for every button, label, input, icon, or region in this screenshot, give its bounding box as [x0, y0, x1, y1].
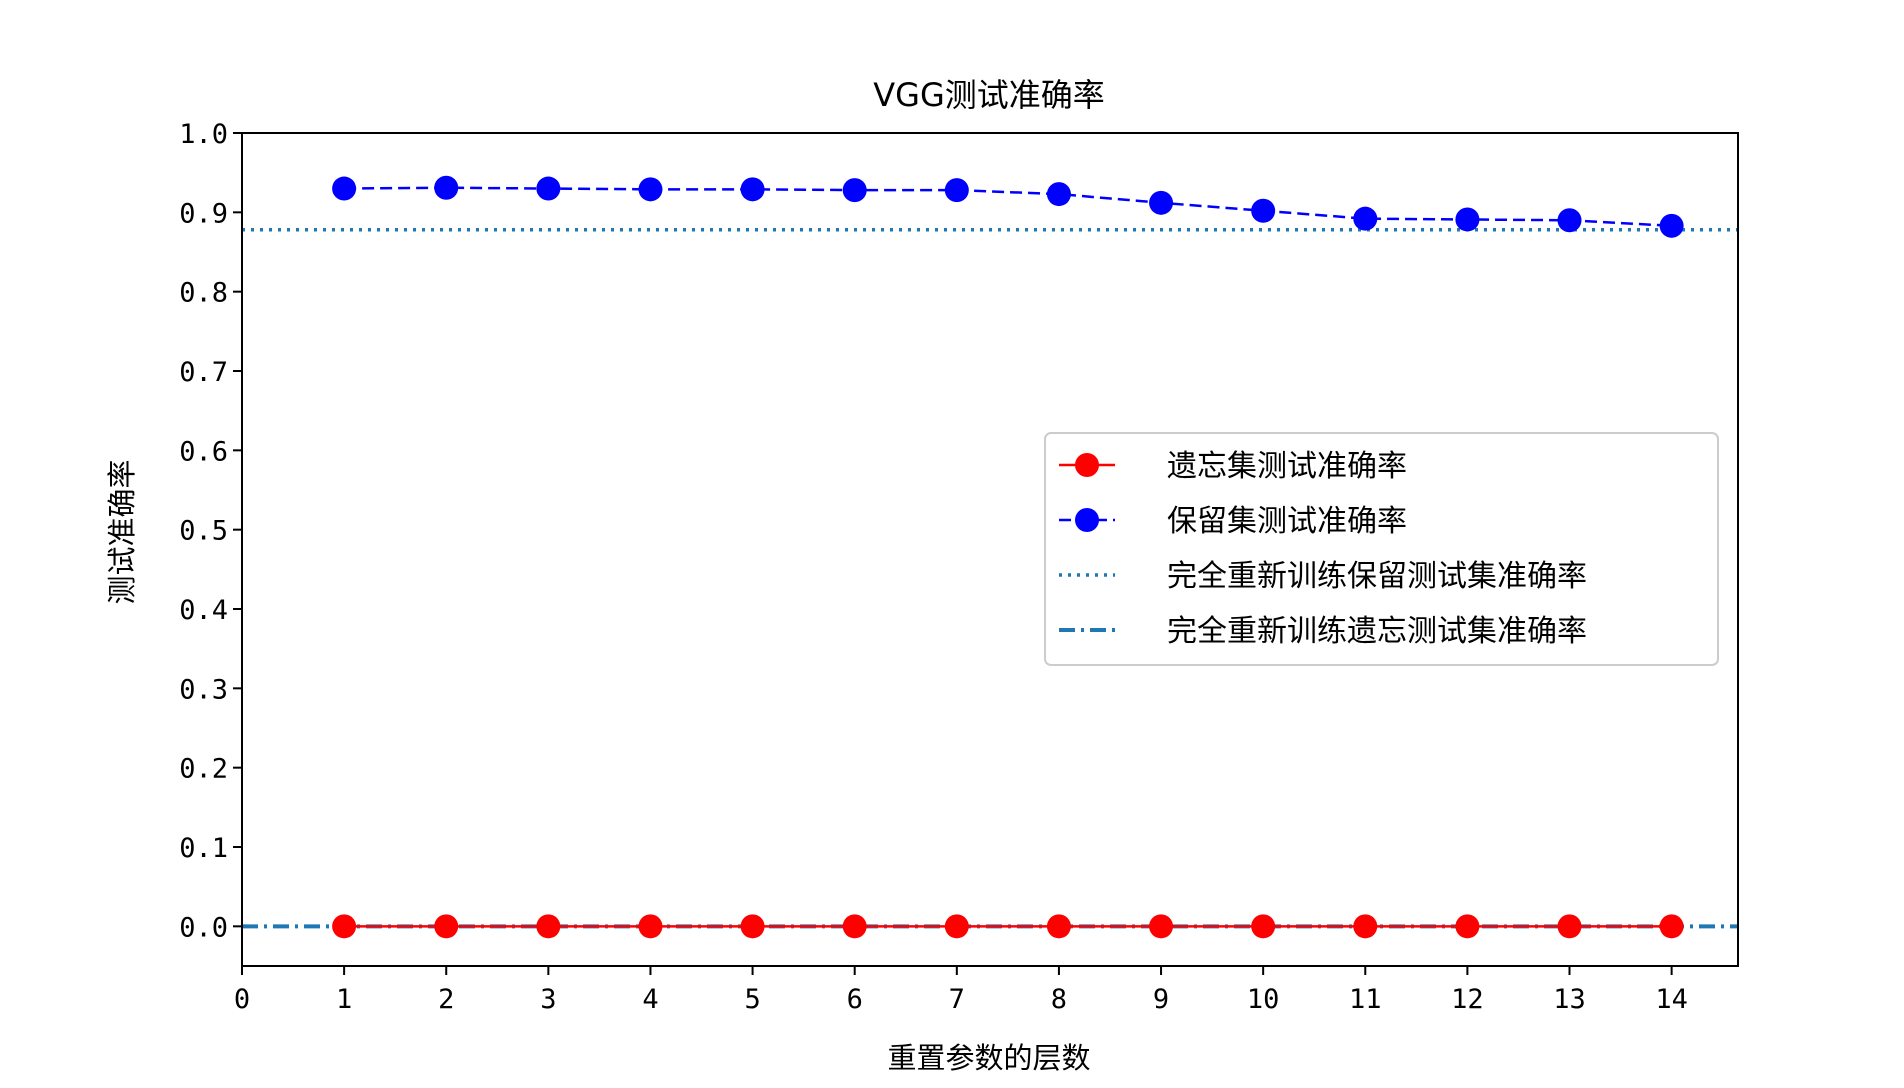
series-1-point	[740, 914, 765, 939]
series-1-point	[1455, 914, 1480, 939]
x-tick-label: 4	[642, 984, 658, 1015]
series-1-point	[1353, 914, 1378, 939]
series-2-point	[434, 175, 459, 200]
y-tick-label: 0.4	[179, 595, 228, 626]
series-2-point	[536, 176, 561, 201]
x-axis-label: 重置参数的层数	[887, 1041, 1090, 1075]
legend-label-2: 保留集测试准确率	[1167, 504, 1407, 539]
chart-title: VGG测试准确率	[873, 76, 1105, 114]
y-tick-label: 0.6	[179, 436, 228, 467]
x-tick-label: 12	[1451, 984, 1484, 1015]
x-tick-label: 13	[1553, 984, 1586, 1015]
series-1-point	[332, 914, 357, 939]
y-tick-label: 1.0	[179, 119, 228, 150]
series-1-point	[1251, 914, 1276, 939]
series-2-point	[1353, 206, 1378, 231]
legend-marker-2	[1075, 508, 1099, 532]
y-tick-label: 0.5	[179, 516, 228, 547]
series-2-point	[1659, 213, 1684, 238]
x-tick-label: 2	[438, 984, 454, 1015]
x-tick-label: 11	[1349, 984, 1382, 1015]
legend-label-4: 完全重新训练遗忘测试集准确率	[1167, 614, 1587, 649]
y-axis-label: 测试准确率	[105, 459, 139, 604]
series-1-point	[1557, 914, 1582, 939]
x-tick-label: 6	[847, 984, 863, 1015]
x-tick-label: 3	[540, 984, 556, 1015]
x-tick-label: 10	[1247, 984, 1280, 1015]
y-tick-label: 0.1	[179, 833, 228, 864]
series-1-point	[1046, 914, 1071, 939]
legend-box	[1044, 432, 1719, 666]
series-2-point	[842, 178, 867, 203]
x-tick-label: 7	[949, 984, 965, 1015]
series-1-point	[842, 914, 867, 939]
series-1-point	[638, 914, 663, 939]
x-tick-label: 9	[1153, 984, 1169, 1015]
x-tick-label: 5	[744, 984, 760, 1015]
y-tick-label: 0.7	[179, 357, 228, 388]
plot-frame	[241, 132, 1739, 967]
series-2-point	[1149, 190, 1174, 215]
series-1-point	[434, 914, 459, 939]
series-2-point	[1557, 208, 1582, 233]
series-1-point	[1659, 914, 1684, 939]
legend-marker-1	[1075, 453, 1099, 477]
series-2-point	[1251, 198, 1276, 223]
x-axis: 0 1 2 3 4 5 6 7 8 9 10 11 12 13 14	[234, 966, 1688, 1015]
legend-label-1: 遗忘集测试准确率	[1167, 449, 1407, 484]
series-2-point	[638, 177, 663, 202]
series-2-point	[740, 177, 765, 202]
x-tick-label: 8	[1051, 984, 1067, 1015]
y-tick-label: 0.8	[179, 278, 228, 309]
series-2-point	[944, 178, 969, 203]
series-1-point	[1149, 914, 1174, 939]
legend: 遗忘集测试准确率保留集测试准确率完全重新训练保留测试集准确率完全重新训练遗忘测试…	[1044, 432, 1719, 666]
series-line-2	[344, 186, 1672, 228]
legend-label-3: 完全重新训练保留测试集准确率	[1167, 559, 1587, 594]
series-1-point	[944, 914, 969, 939]
series-2-point	[332, 176, 357, 201]
y-axis: 0.0 0.1 0.2 0.3 0.4 0.5 0.6 0.7 0.8 0.9 1.0	[179, 119, 242, 943]
y-tick-label: 0.2	[179, 754, 228, 785]
series-2-point	[1046, 182, 1071, 207]
plot-area	[241, 132, 1739, 967]
x-tick-label: 0	[234, 984, 250, 1015]
y-tick-label: 0.3	[179, 674, 228, 705]
series-2-point	[1455, 207, 1480, 232]
y-tick-label: 0.0	[179, 912, 228, 943]
x-tick-label: 14	[1655, 984, 1688, 1015]
series-1-point	[536, 914, 561, 939]
x-tick-label: 1	[336, 984, 352, 1015]
y-tick-label: 0.9	[179, 198, 228, 229]
